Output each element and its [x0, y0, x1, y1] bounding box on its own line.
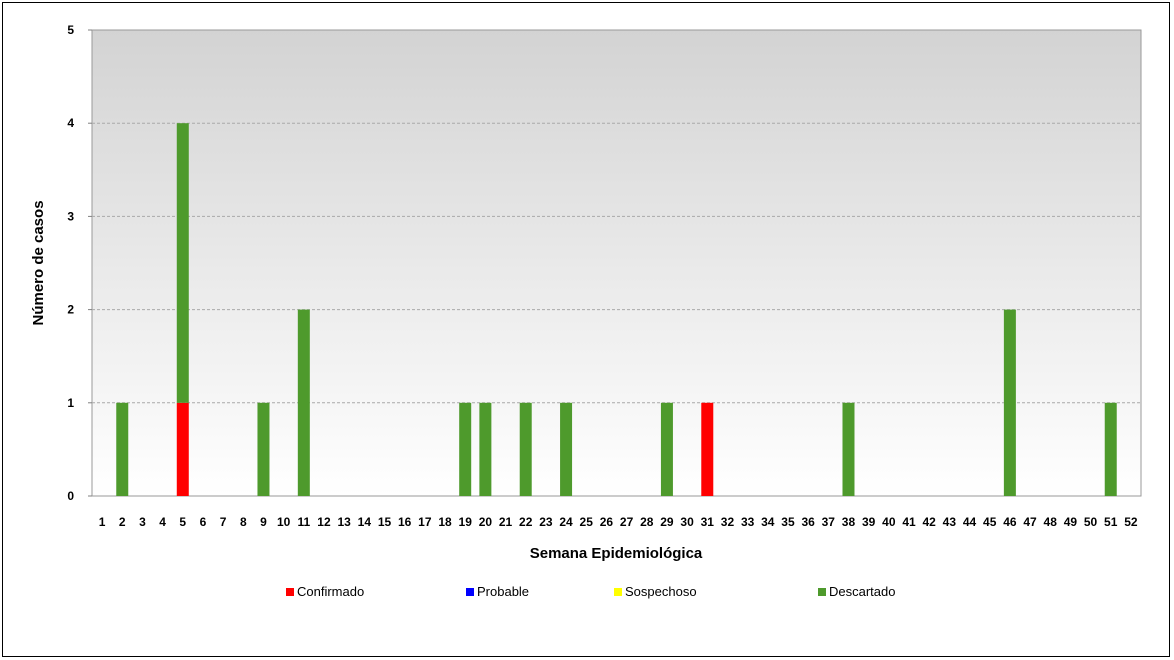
x-tick-label: 10: [277, 515, 291, 529]
bar-descartado-week-22: [519, 402, 532, 496]
y-axis-title: Número de casos: [30, 200, 47, 325]
legend-swatch: [466, 587, 474, 596]
bar-descartado-week-2: [116, 402, 129, 496]
x-tick-label: 47: [1023, 515, 1037, 529]
x-tick-label: 3: [139, 515, 146, 529]
x-tick-label: 14: [358, 515, 372, 529]
x-tick-label: 39: [862, 515, 876, 529]
legend-item-confirmado: Confirmado: [286, 584, 364, 599]
bar-descartado-week-38: [842, 402, 855, 496]
bar-descartado-week-46: [1003, 309, 1016, 496]
x-tick-label: 52: [1124, 515, 1138, 529]
bar-descartado-week-20: [479, 402, 492, 496]
x-axis-title: Semana Epidemiológica: [530, 545, 703, 562]
x-tick-label: 46: [1003, 515, 1017, 529]
legend-swatch: [286, 587, 294, 596]
legend-swatch: [818, 587, 826, 596]
y-tick-label: 4: [67, 116, 74, 130]
legend-swatch: [614, 587, 622, 596]
bar-descartado-week-29: [660, 402, 673, 496]
legend-label: Confirmado: [297, 584, 365, 599]
legend-item-descartado: Descartado: [818, 584, 895, 599]
x-tick-label: 50: [1084, 515, 1098, 529]
x-tick-label: 26: [600, 515, 614, 529]
x-tick-label: 1: [99, 515, 106, 529]
legend-item-probable: Probable: [466, 584, 529, 599]
x-tick-label: 7: [220, 515, 227, 529]
x-tick-label: 30: [680, 515, 694, 529]
x-tick-label: 29: [660, 515, 674, 529]
legend: Confirmado Probable Sospechoso Descartado: [0, 584, 1174, 604]
x-tick-label: 9: [260, 515, 267, 529]
y-tick-label: 5: [67, 23, 74, 37]
x-tick-label: 40: [882, 515, 896, 529]
x-tick-label: 20: [479, 515, 493, 529]
x-tick-label: 16: [398, 515, 412, 529]
x-tick-label: 34: [761, 515, 775, 529]
x-tick-label: 31: [701, 515, 715, 529]
bar-confirmado-week-31: [701, 402, 714, 496]
y-tick-label: 1: [67, 396, 74, 410]
x-tick-label: 18: [438, 515, 452, 529]
x-tick-label: 38: [842, 515, 856, 529]
x-tick-label: 43: [943, 515, 957, 529]
legend-item-sospechoso: Sospechoso: [614, 584, 697, 599]
x-tick-label: 17: [418, 515, 432, 529]
x-tick-label: 22: [519, 515, 533, 529]
x-tick-label: 11: [297, 515, 310, 529]
plot-area: [91, 29, 1142, 497]
x-tick-label: 35: [781, 515, 795, 529]
x-tick-label: 36: [801, 515, 815, 529]
bar-descartado-week-9: [257, 402, 270, 496]
x-tick-label: 45: [983, 515, 997, 529]
bar-descartado-week-5: [176, 123, 189, 403]
x-tick-label: 8: [240, 515, 247, 529]
x-tick-label: 13: [337, 515, 351, 529]
x-tick-label: 24: [559, 515, 573, 529]
y-axis-ticks: 0 1 2 3 4 5: [67, 23, 92, 503]
x-tick-label: 41: [902, 515, 916, 529]
x-tick-label: 44: [963, 515, 977, 529]
x-tick-label: 12: [317, 515, 331, 529]
x-tick-label: 21: [499, 515, 513, 529]
x-tick-label: 33: [741, 515, 755, 529]
x-tick-label: 32: [721, 515, 735, 529]
x-axis-ticks: 1 2 3 4 5 6 7 8 9 10 11 12 13 14 15 16 17 18 19 20 21 22 23 24 2…: [99, 515, 1138, 529]
x-tick-label: 51: [1104, 515, 1118, 529]
x-tick-label: 27: [620, 515, 634, 529]
bar-descartado-week-24: [560, 402, 573, 496]
bar-confirmado-week-5: [176, 402, 189, 496]
bar-descartado-week-19: [459, 402, 472, 496]
x-tick-label: 2: [119, 515, 126, 529]
x-tick-label: 28: [640, 515, 654, 529]
x-tick-label: 4: [159, 515, 166, 529]
legend-label: Probable: [477, 584, 530, 599]
x-tick-label: 5: [179, 515, 186, 529]
x-tick-label: 15: [378, 515, 392, 529]
x-tick-label: 19: [459, 515, 473, 529]
x-tick-label: 6: [200, 515, 207, 529]
x-tick-label: 37: [822, 515, 836, 529]
bar-descartado-week-11: [297, 309, 310, 496]
y-tick-label: 3: [67, 209, 74, 223]
x-tick-label: 49: [1064, 515, 1078, 529]
bars: [116, 123, 1117, 496]
bar-descartado-week-51: [1104, 402, 1117, 496]
x-tick-label: 23: [539, 515, 553, 529]
x-tick-label: 25: [580, 515, 594, 529]
y-tick-label: 0: [67, 489, 74, 503]
x-tick-label: 42: [923, 515, 937, 529]
legend-label: Sospechoso: [625, 584, 697, 599]
y-tick-label: 2: [67, 303, 74, 317]
legend-label: Descartado: [829, 584, 896, 599]
x-tick-label: 48: [1044, 515, 1058, 529]
